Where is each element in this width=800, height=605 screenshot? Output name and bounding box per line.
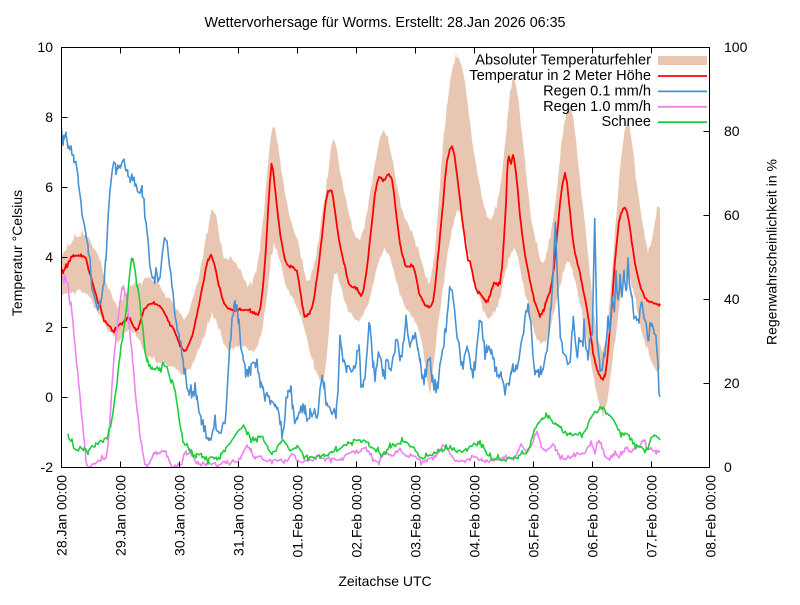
svg-text:0: 0 (45, 389, 53, 405)
svg-text:31.Jan 00:00: 31.Jan 00:00 (230, 475, 246, 556)
svg-text:02.Feb 00:00: 02.Feb 00:00 (348, 475, 364, 558)
svg-text:03.Feb 00:00: 03.Feb 00:00 (407, 475, 423, 558)
svg-text:Zeitachse UTC: Zeitachse UTC (338, 573, 431, 589)
svg-text:-2: -2 (41, 459, 54, 475)
svg-text:80: 80 (724, 123, 740, 139)
svg-text:10: 10 (37, 39, 53, 55)
svg-text:40: 40 (724, 291, 740, 307)
svg-text:Schnee: Schnee (602, 114, 652, 130)
svg-text:Temperatur °Celsius: Temperatur °Celsius (9, 190, 25, 316)
svg-text:08.Feb 00:00: 08.Feb 00:00 (702, 475, 718, 558)
svg-text:2: 2 (45, 319, 53, 335)
svg-text:100: 100 (724, 39, 748, 55)
svg-text:30.Jan 00:00: 30.Jan 00:00 (171, 475, 187, 556)
svg-text:29.Jan 00:00: 29.Jan 00:00 (112, 475, 128, 556)
svg-text:Absoluter Temperaturfehler: Absoluter Temperaturfehler (475, 53, 651, 69)
svg-text:06.Feb 00:00: 06.Feb 00:00 (584, 475, 600, 558)
svg-text:Wettervorhersage für Worms. Er: Wettervorhersage für Worms. Erstellt: 28… (204, 15, 565, 31)
svg-text:05.Feb 00:00: 05.Feb 00:00 (525, 475, 541, 558)
svg-text:20: 20 (724, 375, 740, 391)
svg-text:07.Feb 00:00: 07.Feb 00:00 (643, 475, 659, 558)
svg-text:4: 4 (45, 249, 53, 265)
svg-text:Regen 1.0 mm/h: Regen 1.0 mm/h (543, 99, 651, 115)
svg-text:Temperatur in 2 Meter Höhe: Temperatur in 2 Meter Höhe (469, 68, 651, 84)
svg-text:01.Feb 00:00: 01.Feb 00:00 (289, 475, 305, 558)
svg-text:8: 8 (45, 109, 53, 125)
svg-text:Regenwahrscheinlichkeit in %: Regenwahrscheinlichkeit in % (764, 159, 780, 345)
svg-text:Regen 0.1 mm/h: Regen 0.1 mm/h (543, 83, 651, 99)
svg-text:0: 0 (724, 459, 732, 475)
svg-text:28.Jan 00:00: 28.Jan 00:00 (53, 475, 69, 556)
svg-text:04.Feb 00:00: 04.Feb 00:00 (466, 475, 482, 558)
svg-text:6: 6 (45, 179, 53, 195)
svg-text:60: 60 (724, 207, 740, 223)
